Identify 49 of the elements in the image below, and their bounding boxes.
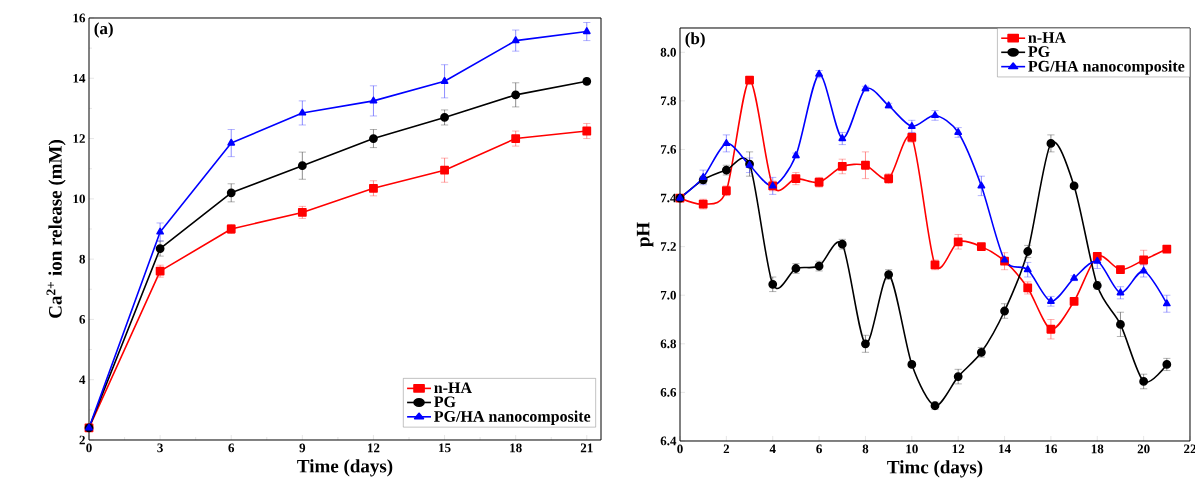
x-tick-label: 14 <box>999 444 1011 454</box>
x-tick-label: 22 <box>1184 444 1195 454</box>
x-tick-label: 20 <box>1137 444 1150 454</box>
legend-label: n-HA <box>434 382 472 393</box>
legend-label: PG <box>434 396 456 408</box>
x-tick-label: 18 <box>1091 444 1104 454</box>
chart-title: (b) <box>685 32 705 48</box>
y-tick-label: 7.8 <box>660 96 677 106</box>
y-tick-label: 10 <box>73 194 85 204</box>
y-tick-label: 16 <box>73 13 86 23</box>
y-tick-label: 2 <box>79 435 85 445</box>
legend-label: n-HA <box>1028 32 1067 43</box>
legend-label: PG <box>1028 46 1050 57</box>
x-tick-label: 0 <box>677 444 683 454</box>
x-axis-title: Time (days) <box>297 459 393 477</box>
x-tick-label: 2 <box>723 444 730 454</box>
y-tick-label: 4 <box>79 375 86 384</box>
y-tick-label: 7.4 <box>660 193 677 203</box>
chart-title: (a) <box>94 22 113 38</box>
y-tick-label: 6.8 <box>660 339 677 349</box>
x-tick-label: 21 <box>580 443 593 453</box>
x-tick-label: 3 <box>157 443 163 453</box>
legend-label: PG/HA nanocomposite <box>434 410 591 426</box>
x-tick-label: 12 <box>367 443 380 453</box>
x-tick-label: 8 <box>862 444 869 454</box>
y-tick-label: 6.6 <box>660 388 677 397</box>
y-axis-title: pH <box>636 222 654 247</box>
x-tick-label: 12 <box>952 444 965 454</box>
x-tick-label: 10 <box>906 444 918 454</box>
y-tick-label: 8.0 <box>660 47 676 57</box>
y-tick-label: 8 <box>79 254 86 264</box>
x-tick-label: 9 <box>299 443 306 453</box>
legend-label: PG/HA nanocomposite <box>1028 60 1185 75</box>
x-tick-label: 6 <box>816 444 822 454</box>
y-tick-label: 12 <box>73 134 85 143</box>
y-tick-label: 7.6 <box>660 145 677 154</box>
y-tick-label: 6 <box>79 315 86 324</box>
x-tick-label: 16 <box>1045 444 1058 454</box>
x-tick-label: 18 <box>510 443 522 453</box>
y-tick-label: 7.2 <box>660 242 676 252</box>
x-axis-title: Timc (days) <box>887 460 983 478</box>
y-axis-title: Ca$^{2+}$ ion release (mM) <box>46 140 66 318</box>
x-tick-label: 6 <box>228 443 235 453</box>
y-tick-label: 6.4 <box>660 436 677 446</box>
x-tick-label: 15 <box>439 443 451 453</box>
y-tick-label: 14 <box>73 73 86 83</box>
x-tick-label: 4 <box>769 444 776 454</box>
y-tick-label: 7.0 <box>660 290 676 300</box>
x-tick-label: 0 <box>86 443 92 453</box>
